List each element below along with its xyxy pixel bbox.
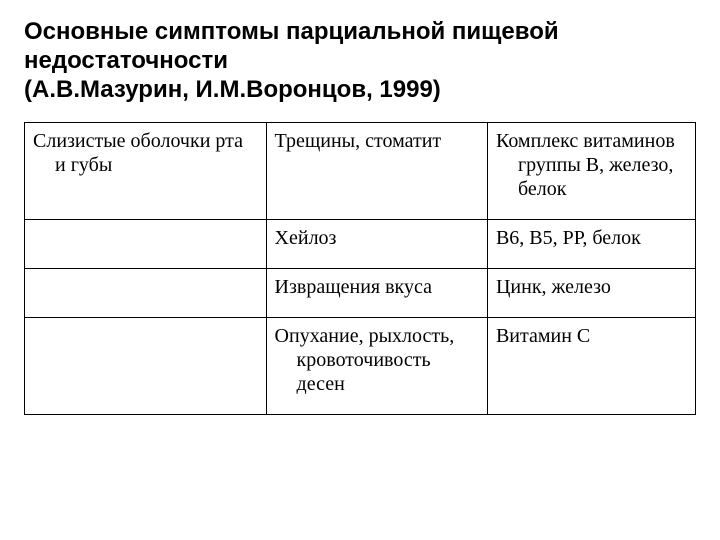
- table-row: Слизистые оболочки рта и губы Трещины, с…: [25, 123, 696, 220]
- cell-deficiency: Витамин С: [487, 318, 695, 415]
- cell-deficiency: Комплекс витаминов группы В, железо, бел…: [487, 123, 695, 220]
- cell-symptom: Трещины, стоматит: [266, 123, 487, 220]
- cell-area: Слизистые оболочки рта и губы: [25, 123, 267, 220]
- cell-symptom: Хейлоз: [266, 220, 487, 269]
- cell-text: Трещины, стоматит: [275, 129, 479, 153]
- cell-text: Витамин С: [496, 324, 687, 348]
- cell-text: В6, В5, РР, белок: [496, 226, 687, 250]
- table-row: Извращения вкуса Цинк, железо: [25, 269, 696, 318]
- symptoms-table: Слизистые оболочки рта и губы Трещины, с…: [24, 122, 696, 415]
- cell-text: Опухание, рыхлость, кровоточивость десен: [275, 324, 479, 396]
- cell-symptom: Извращения вкуса: [266, 269, 487, 318]
- cell-text: Комплекс витаминов группы В, железо, бел…: [496, 129, 687, 201]
- cell-deficiency: Цинк, железо: [487, 269, 695, 318]
- title-line-2: (А.В.Мазурин, И.М.Воронцов, 1999): [24, 76, 441, 103]
- slide: Основные симптомы парциальной пищевой не…: [0, 0, 720, 433]
- title-line-1: Основные симптомы парциальной пищевой не…: [24, 18, 559, 74]
- cell-area: [25, 318, 267, 415]
- table-row: Хейлоз В6, В5, РР, белок: [25, 220, 696, 269]
- cell-area: [25, 269, 267, 318]
- cell-text: Извращения вкуса: [275, 275, 479, 299]
- cell-text: Слизистые оболочки рта и губы: [33, 129, 258, 177]
- slide-title: Основные симптомы парциальной пищевой не…: [24, 18, 696, 104]
- cell-area: [25, 220, 267, 269]
- cell-text: Хейлоз: [275, 226, 479, 250]
- cell-symptom: Опухание, рыхлость, кровоточивость десен: [266, 318, 487, 415]
- table-row: Опухание, рыхлость, кровоточивость десен…: [25, 318, 696, 415]
- cell-text: Цинк, железо: [496, 275, 687, 299]
- cell-deficiency: В6, В5, РР, белок: [487, 220, 695, 269]
